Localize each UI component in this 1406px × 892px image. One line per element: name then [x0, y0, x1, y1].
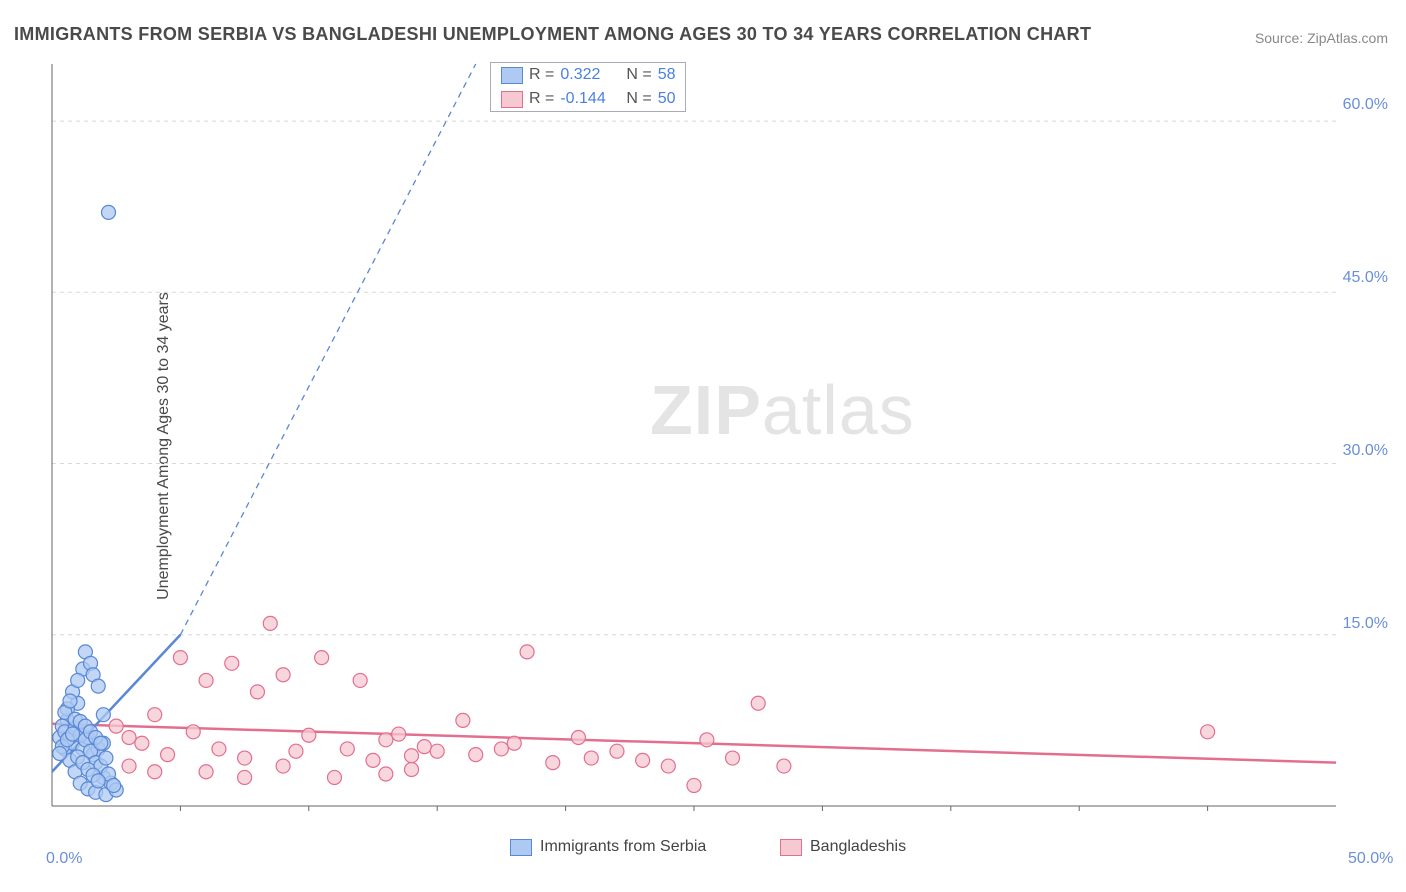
- ytick-60: 60.0%: [1343, 96, 1388, 114]
- n-value-bangla: 50: [658, 90, 676, 108]
- stat-row-bangla: R = -0.144 N = 50: [491, 87, 685, 111]
- r-value-bangla: -0.144: [560, 90, 620, 108]
- n-label-serbia: N =: [626, 66, 651, 84]
- r-value-serbia: 0.322: [560, 66, 620, 84]
- r-label-bangla: R =: [529, 90, 554, 108]
- source-label: Source: ZipAtlas.com: [1255, 30, 1388, 46]
- stat-row-serbia: R = 0.322 N = 58: [491, 63, 685, 87]
- chart-title: IMMIGRANTS FROM SERBIA VS BANGLADESHI UN…: [14, 24, 1091, 45]
- xtick-50: 50.0%: [1348, 850, 1393, 868]
- n-label-bangla: N =: [626, 90, 651, 108]
- ytick-30: 30.0%: [1343, 442, 1388, 460]
- swatch-serbia-bottom: [510, 839, 532, 856]
- swatch-serbia: [501, 67, 523, 84]
- swatch-bangla: [501, 91, 523, 108]
- ytick-15: 15.0%: [1343, 615, 1388, 633]
- watermark-text: ZIPatlas: [650, 370, 915, 450]
- bottom-legend-bangla: Bangladeshis: [780, 838, 906, 856]
- n-value-serbia: 58: [658, 66, 676, 84]
- legend-label-serbia: Immigrants from Serbia: [540, 838, 706, 856]
- r-label-serbia: R =: [529, 66, 554, 84]
- xtick-0: 0.0%: [46, 850, 82, 868]
- legend-label-bangla: Bangladeshis: [810, 838, 906, 856]
- swatch-bangla-bottom: [780, 839, 802, 856]
- bottom-legend-serbia: Immigrants from Serbia: [510, 838, 706, 856]
- ytick-45: 45.0%: [1343, 269, 1388, 287]
- stat-legend-box: R = 0.322 N = 58 R = -0.144 N = 50: [490, 62, 686, 112]
